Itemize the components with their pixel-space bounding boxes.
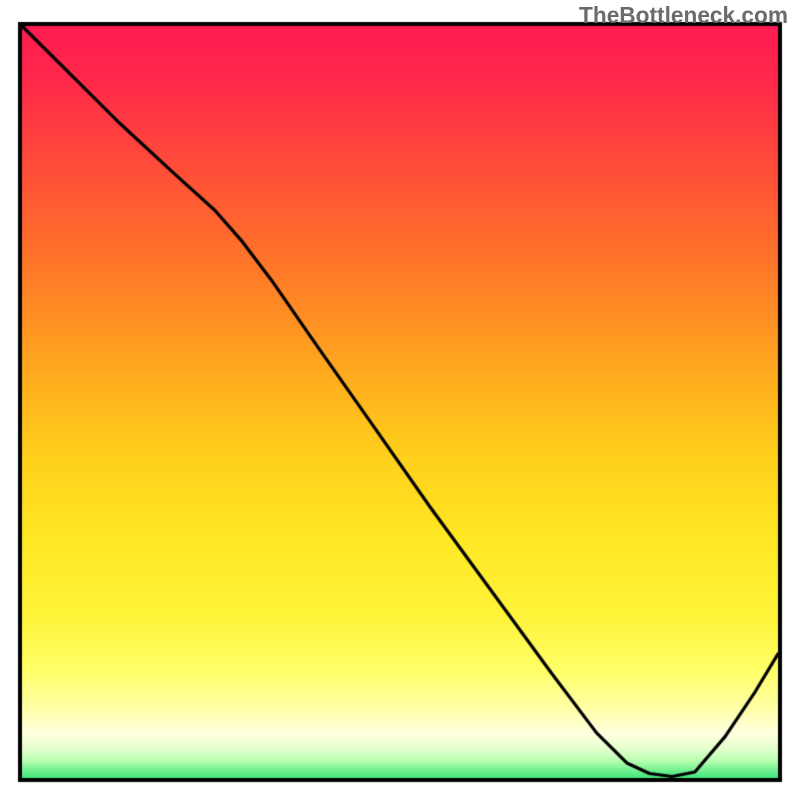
bottleneck-chart (0, 0, 800, 800)
watermark-text: TheBottleneck.com (579, 2, 788, 29)
